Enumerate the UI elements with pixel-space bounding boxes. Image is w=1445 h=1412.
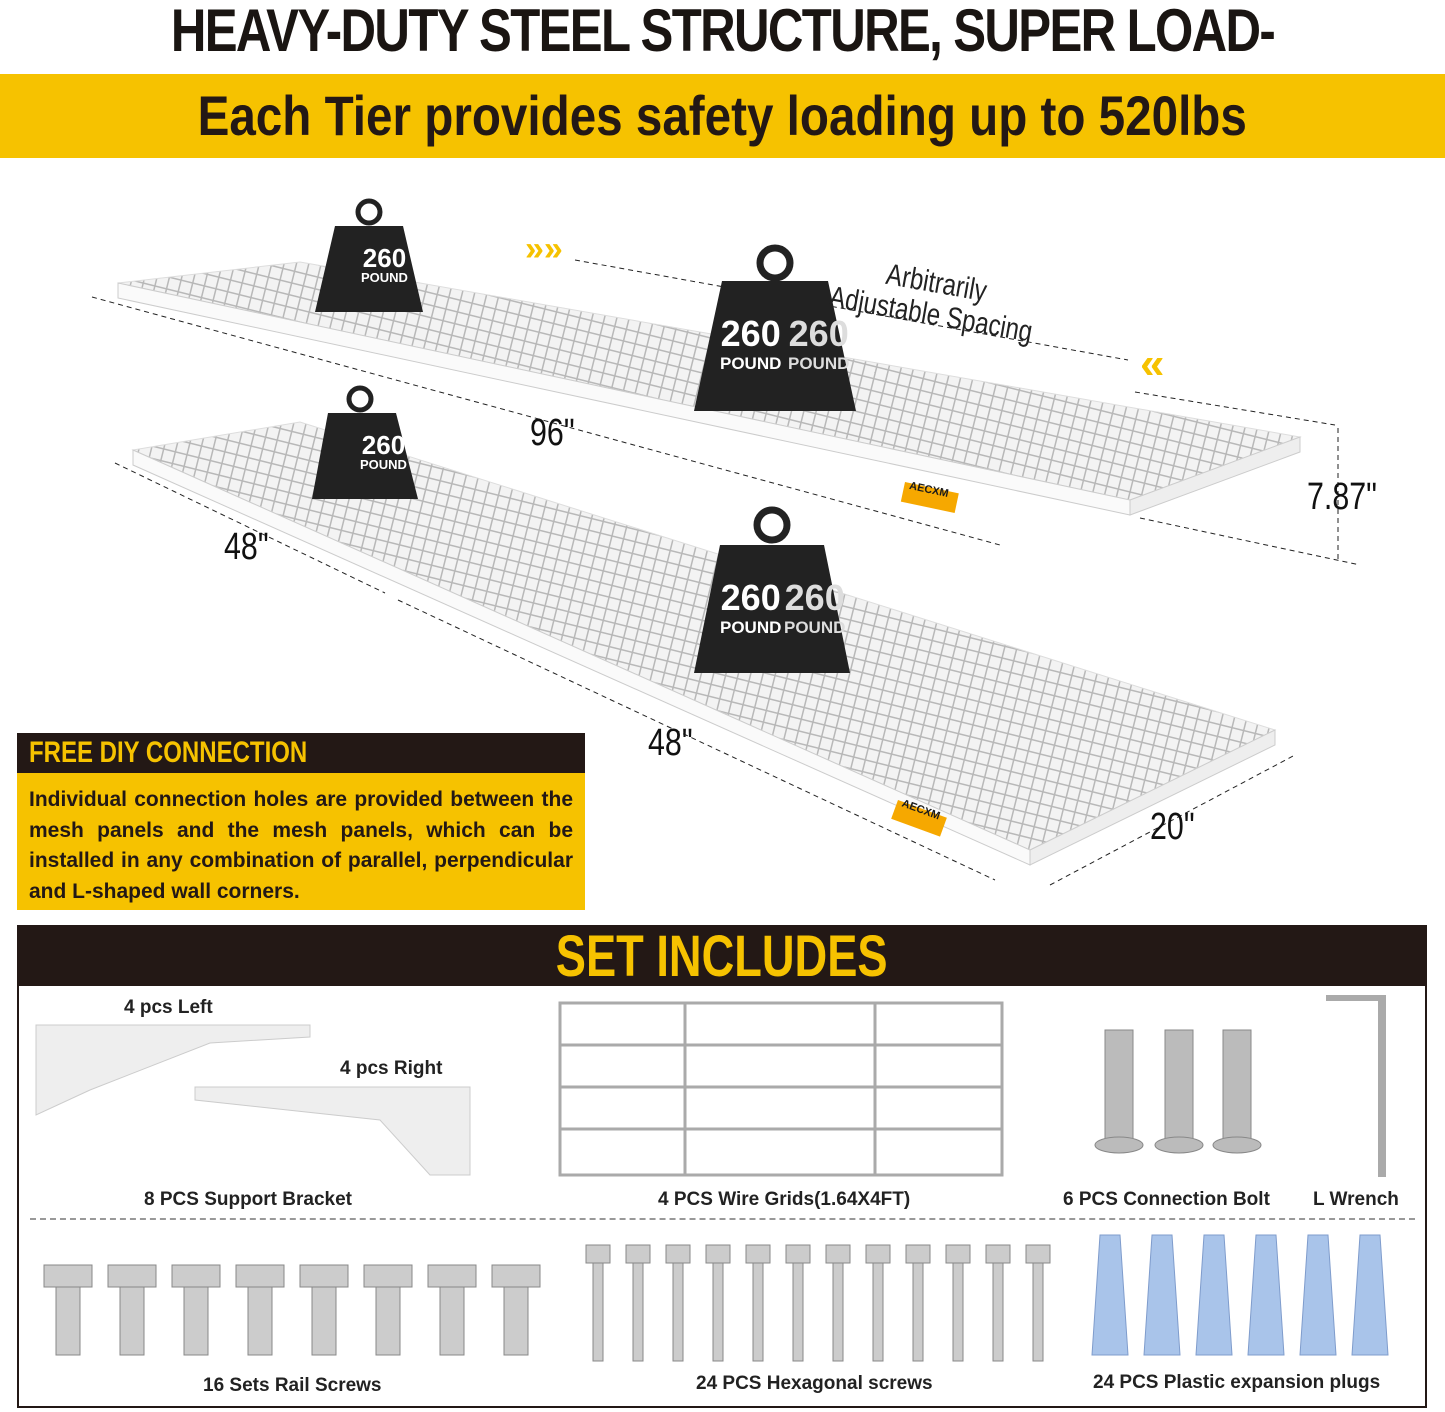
svg-text:»»: »» — [525, 230, 563, 268]
height-label: 7.87" — [1307, 476, 1377, 518]
bolt-icon — [1094, 1029, 1262, 1154]
depth-label: 20" — [1150, 806, 1195, 848]
set-items-illustration — [35, 995, 1389, 1362]
item-label: 4 PCS Wire Grids(1.64X4FT) — [658, 1189, 911, 1210]
weight-1: 260 POUND — [313, 198, 425, 314]
diy-title: FREE DIY CONNECTION — [29, 736, 308, 769]
item-label: 6 PCS Connection Bolt — [1063, 1189, 1270, 1210]
set-includes-box: SET INCLUDES — [17, 925, 1427, 1408]
section-right-label: 48" — [648, 722, 693, 764]
item-label: L Wrench — [1313, 1189, 1399, 1210]
diy-connection-box: FREE DIY CONNECTION Individual connectio… — [17, 733, 585, 910]
item-label: 8 PCS Support Bracket — [144, 1189, 352, 1210]
set-title: SET INCLUDES — [556, 924, 888, 989]
plug-icon — [1091, 1234, 1389, 1356]
diy-text: Individual connection holes are provided… — [29, 788, 573, 903]
weight-3: 260 POUND — [310, 385, 422, 501]
weight-4: 260 POUND 260 POUND — [692, 505, 852, 675]
item-label: 16 Sets Rail Screws — [203, 1375, 382, 1396]
bracket-left-icon — [35, 1024, 311, 1116]
dimension-lines — [91, 259, 1361, 886]
weight-2: 260 POUND 260 POUND — [692, 243, 858, 413]
item-label: 24 PCS Plastic expansion plugs — [1093, 1372, 1381, 1393]
arrow-icons: »» « — [525, 230, 1164, 388]
svg-text:«: « — [1140, 339, 1164, 388]
section-left-label: 48" — [224, 526, 269, 568]
bracket-right-icon — [194, 1086, 471, 1176]
load-banner: Each Tier provides safety loading up to … — [0, 74, 1445, 158]
rail-screw-icon — [43, 1264, 541, 1356]
left-bracket-label: 4 pcs Left — [124, 997, 213, 1018]
length-label: 96" — [530, 412, 575, 454]
hex-screw-icon — [585, 1244, 1051, 1362]
wire-grid-icon — [558, 1001, 1004, 1177]
right-bracket-label: 4 pcs Right — [340, 1058, 443, 1079]
brand-tag — [891, 799, 947, 837]
item-label: 24 PCS Hexagonal screws — [696, 1373, 933, 1394]
brand-tag — [900, 482, 959, 513]
divider — [30, 1218, 1415, 1220]
l-wrench-icon — [1326, 995, 1386, 1177]
